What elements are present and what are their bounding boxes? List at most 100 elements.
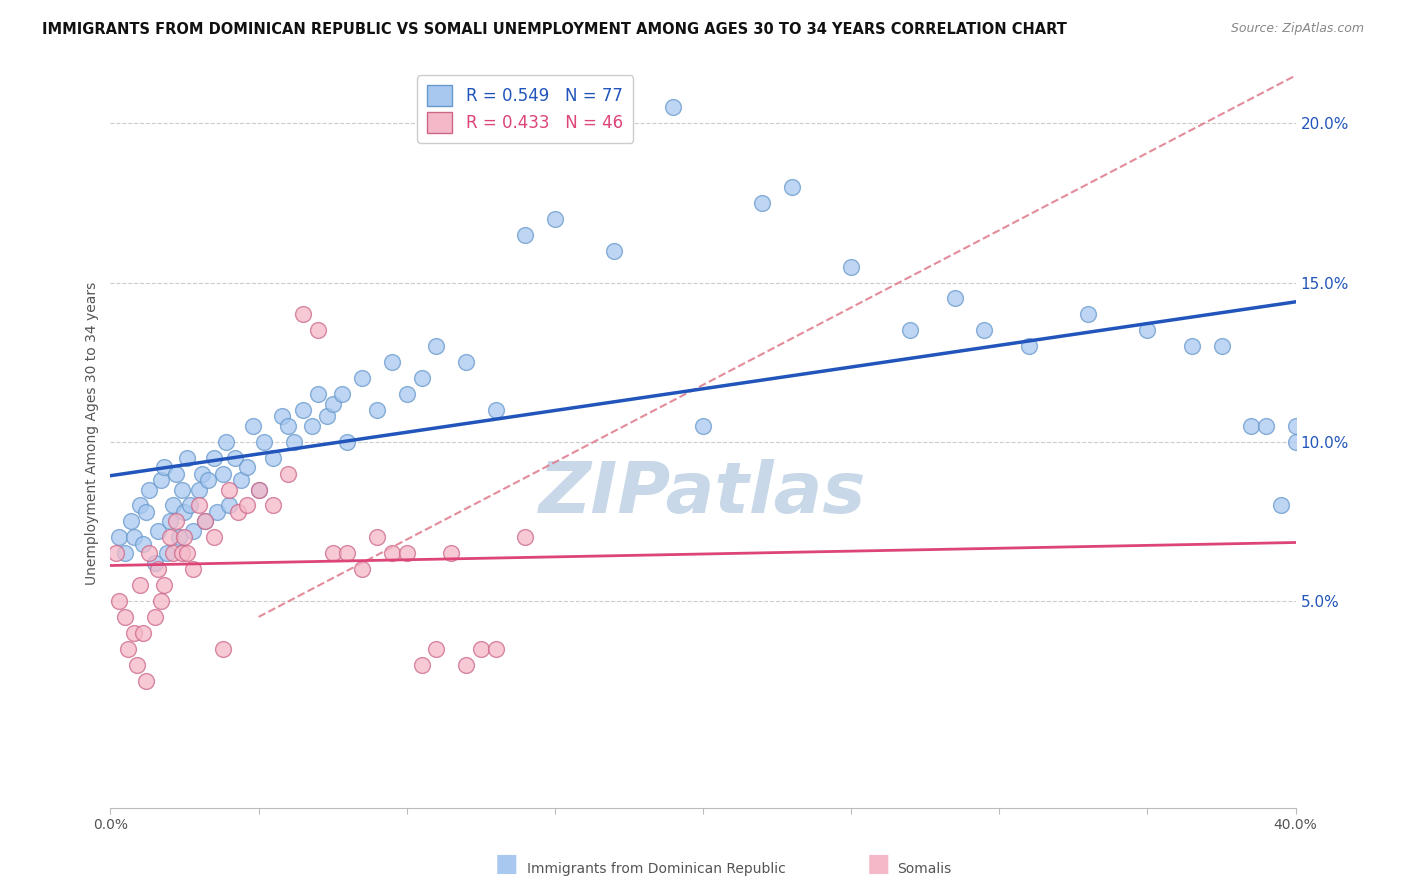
Point <box>108 594 131 608</box>
Text: Immigrants from Dominican Republic: Immigrants from Dominican Republic <box>527 862 786 876</box>
Point <box>515 227 537 242</box>
Point <box>152 460 174 475</box>
Text: IMMIGRANTS FROM DOMINICAN REPUBLIC VS SOMALI UNEMPLOYMENT AMONG AGES 30 TO 34 YE: IMMIGRANTS FROM DOMINICAN REPUBLIC VS SO… <box>42 22 1067 37</box>
Point <box>440 546 463 560</box>
Point <box>202 450 225 465</box>
Point <box>173 530 195 544</box>
Point <box>692 418 714 433</box>
Point <box>247 483 270 497</box>
Point <box>454 657 477 672</box>
Point <box>165 514 187 528</box>
Point <box>277 418 299 433</box>
Point <box>146 524 169 538</box>
Point <box>108 530 131 544</box>
Point <box>395 387 418 401</box>
Point <box>751 195 773 210</box>
Point <box>515 530 537 544</box>
Point <box>242 418 264 433</box>
Point <box>135 673 157 688</box>
Point <box>176 450 198 465</box>
Point <box>381 546 404 560</box>
Point <box>271 409 294 424</box>
Point <box>247 483 270 497</box>
Point <box>283 434 305 449</box>
Point <box>973 323 995 337</box>
Point <box>188 483 211 497</box>
Point <box>1284 418 1306 433</box>
Point <box>1270 499 1292 513</box>
Point <box>159 530 181 544</box>
Point <box>212 641 235 656</box>
Point <box>336 434 359 449</box>
Point <box>122 625 145 640</box>
Legend: R = 0.549   N = 77, R = 0.433   N = 46: R = 0.549 N = 77, R = 0.433 N = 46 <box>418 76 633 143</box>
Point <box>143 556 166 570</box>
Point <box>197 473 219 487</box>
Point <box>194 514 217 528</box>
Point <box>156 546 179 560</box>
Point <box>218 483 240 497</box>
Point <box>229 473 252 487</box>
Point <box>170 546 193 560</box>
Point <box>336 546 359 560</box>
Point <box>484 403 506 417</box>
Point <box>129 499 152 513</box>
Point <box>484 641 506 656</box>
Point <box>544 211 567 226</box>
Point <box>138 483 160 497</box>
Point <box>315 409 337 424</box>
Point <box>1211 339 1233 353</box>
Point <box>218 499 240 513</box>
Point <box>146 562 169 576</box>
Point <box>149 594 172 608</box>
Point <box>301 418 323 433</box>
Point <box>149 473 172 487</box>
Point <box>603 244 626 258</box>
Point <box>1077 307 1099 321</box>
Text: ■: ■ <box>495 852 517 876</box>
Point <box>138 546 160 560</box>
Point <box>943 292 966 306</box>
Point <box>173 505 195 519</box>
Point <box>179 499 201 513</box>
Point <box>226 505 249 519</box>
Point <box>307 387 329 401</box>
Y-axis label: Unemployment Among Ages 30 to 34 years: Unemployment Among Ages 30 to 34 years <box>86 282 100 585</box>
Point <box>167 530 190 544</box>
Point <box>105 546 128 560</box>
Point <box>162 499 184 513</box>
Point <box>366 530 388 544</box>
Point <box>1240 418 1263 433</box>
Point <box>322 396 344 410</box>
Point <box>215 434 238 449</box>
Point <box>454 355 477 369</box>
Point <box>224 450 246 465</box>
Point <box>425 641 447 656</box>
Point <box>839 260 862 274</box>
Point <box>125 657 148 672</box>
Point <box>235 460 257 475</box>
Point <box>292 307 315 321</box>
Point <box>143 610 166 624</box>
Point <box>114 546 136 560</box>
Point <box>1018 339 1040 353</box>
Point <box>330 387 353 401</box>
Point <box>262 499 284 513</box>
Point <box>395 546 418 560</box>
Point <box>1136 323 1159 337</box>
Point <box>170 483 193 497</box>
Point <box>352 371 374 385</box>
Point <box>202 530 225 544</box>
Point <box>162 546 184 560</box>
Text: Source: ZipAtlas.com: Source: ZipAtlas.com <box>1230 22 1364 36</box>
Point <box>235 499 257 513</box>
Point <box>262 450 284 465</box>
Point <box>212 467 235 481</box>
Point <box>176 546 198 560</box>
Point <box>307 323 329 337</box>
Point <box>159 514 181 528</box>
Point <box>470 641 492 656</box>
Point <box>292 403 315 417</box>
Point <box>114 610 136 624</box>
Point <box>165 467 187 481</box>
